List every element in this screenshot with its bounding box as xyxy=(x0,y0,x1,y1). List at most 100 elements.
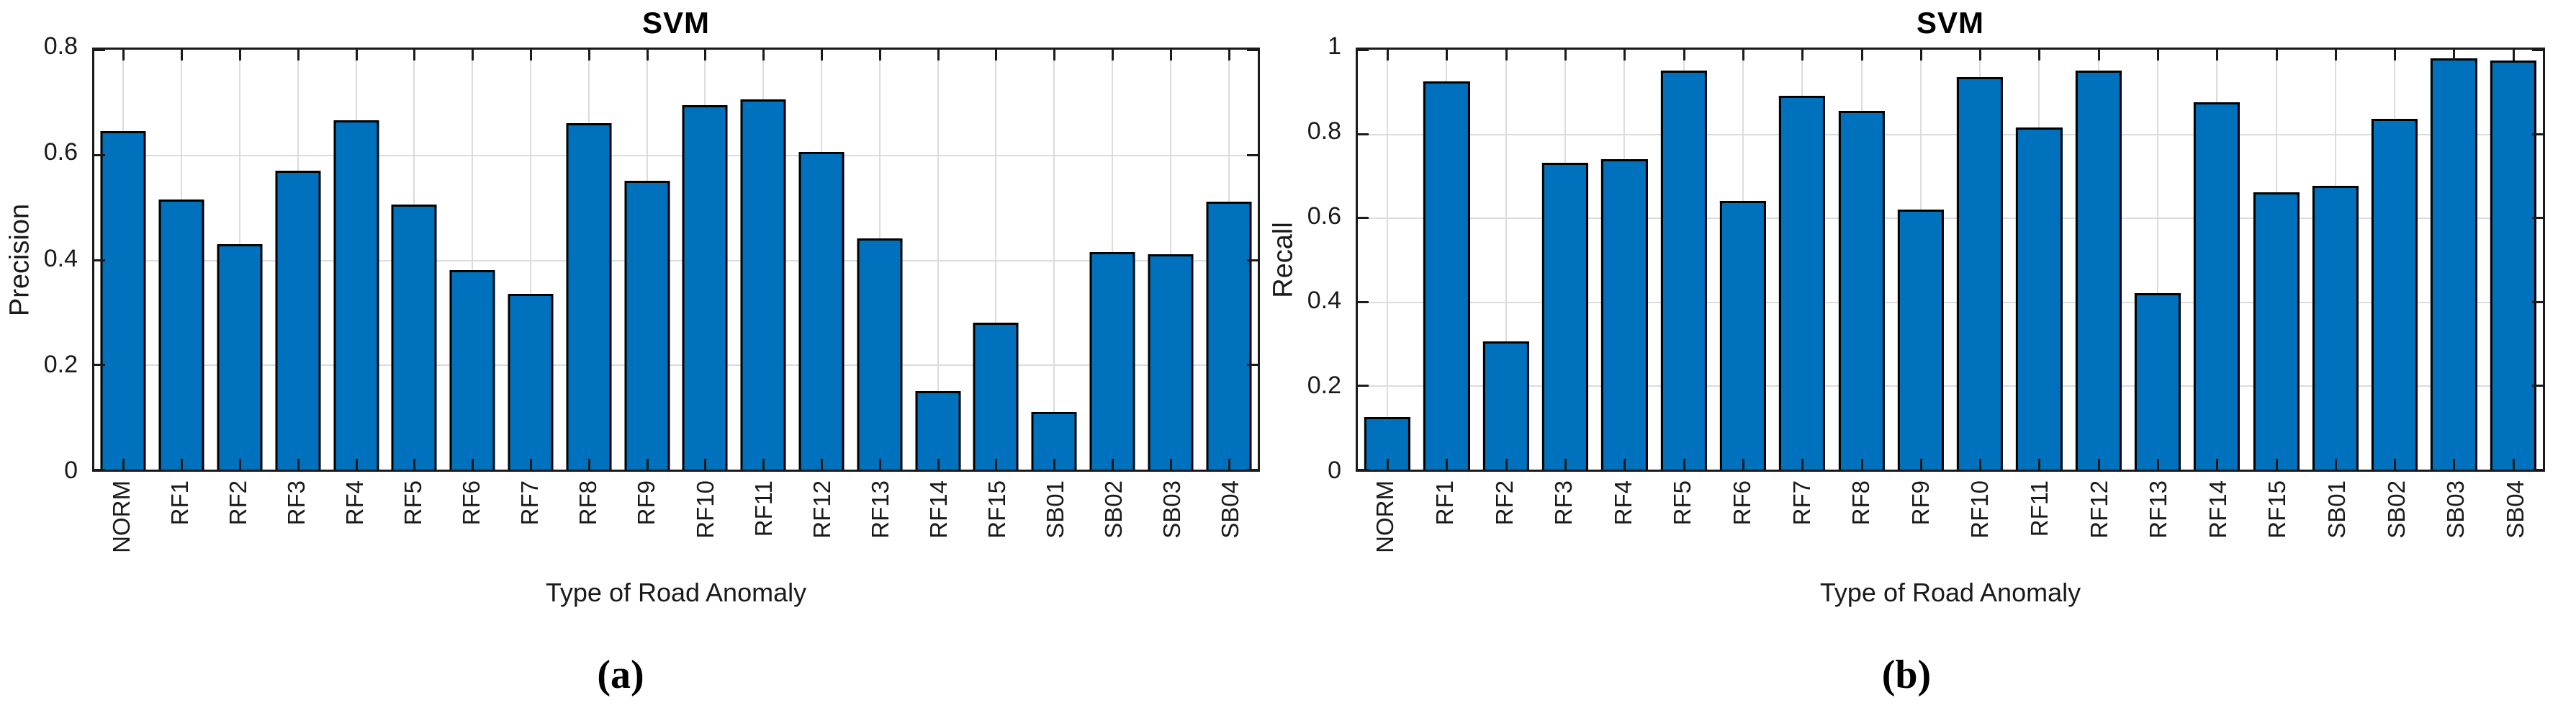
x-tick-label-sb03: SB03 xyxy=(2442,480,2469,539)
bar-slot xyxy=(1950,50,2009,470)
x-tick-mark xyxy=(2334,459,2337,470)
y-tick-mark xyxy=(94,153,105,156)
bar-slot xyxy=(1713,50,1773,470)
bar-rf13 xyxy=(2134,293,2181,470)
x-gridline xyxy=(937,50,939,470)
bar-slot xyxy=(850,50,909,470)
x-gridline xyxy=(529,50,531,470)
bar-sb02 xyxy=(2372,119,2418,470)
bar-rf8 xyxy=(1838,110,1885,470)
y-tick-mark xyxy=(2532,469,2543,471)
x-gridline xyxy=(1505,50,1507,470)
bar-slot xyxy=(1477,50,1536,470)
bar-slot xyxy=(385,50,443,470)
bar-sb03 xyxy=(1148,254,1194,470)
x-tick-mark xyxy=(1387,50,1390,60)
bar-rf15 xyxy=(973,322,1019,470)
x-tick-mark xyxy=(2157,50,2159,60)
bar-sb04 xyxy=(2490,60,2536,470)
x-tick-mark xyxy=(2334,50,2337,60)
x-tick-label-rf10: RF10 xyxy=(1966,480,1994,539)
x-tick-mark xyxy=(181,459,184,470)
bar-slot xyxy=(211,50,269,470)
y-tick-label: 0.8 xyxy=(1307,117,1341,145)
x-tick-mark xyxy=(355,459,358,470)
x-axis-label: Type of Road Anomaly xyxy=(545,578,807,607)
bar-slot xyxy=(2187,50,2246,470)
x-tick-mark xyxy=(762,50,765,60)
x-tick-mark xyxy=(2453,459,2456,470)
y-tick-mark xyxy=(1247,469,1258,471)
x-gridline xyxy=(2157,50,2158,470)
bar-slot xyxy=(1084,50,1142,470)
x-tick-mark xyxy=(587,50,590,60)
x-tick-mark xyxy=(181,50,184,60)
y-tick-mark xyxy=(94,49,105,51)
x-tick-mark xyxy=(878,50,881,60)
bar-slot xyxy=(443,50,502,470)
x-tick-mark xyxy=(1979,50,1982,60)
subfigure-caption-a: (a) xyxy=(597,653,644,697)
bar-slot xyxy=(1417,50,1476,470)
x-tick-label-sb02: SB02 xyxy=(2382,480,2410,539)
bar-slot xyxy=(559,50,618,470)
x-tick-mark xyxy=(1623,50,1626,60)
bar-slot xyxy=(793,50,851,470)
x-tick-mark xyxy=(2097,50,2100,60)
y-tick-mark xyxy=(94,364,105,367)
bar-sb01 xyxy=(1031,411,1077,470)
bar-slot xyxy=(1358,50,1417,470)
subfigure-caption-b: (b) xyxy=(1881,653,1932,697)
x-tick-label-norm: NORM xyxy=(1372,480,1399,553)
x-tick-label-rf9: RF9 xyxy=(1906,480,1934,526)
x-tick-mark xyxy=(1683,459,1685,470)
bar-rf1 xyxy=(158,199,204,470)
y-tick-label: 0 xyxy=(1328,456,1341,484)
bar-rf2 xyxy=(217,243,263,470)
x-tick-mark xyxy=(413,50,416,60)
x-tick-mark xyxy=(238,459,241,470)
x-tick-mark xyxy=(1742,459,1744,470)
y-tick-mark xyxy=(1247,259,1258,261)
y-tick-mark xyxy=(2532,49,2543,51)
x-tick-mark xyxy=(2275,50,2278,60)
bar-rf4 xyxy=(333,120,379,470)
x-tick-mark xyxy=(2512,459,2515,470)
x-tick-mark xyxy=(355,50,358,60)
bar-rf12 xyxy=(2075,71,2122,470)
y-tick-label: 0.4 xyxy=(43,244,78,272)
bar-slots xyxy=(1358,50,2543,470)
x-tick-mark xyxy=(2157,459,2159,470)
x-tick-mark xyxy=(238,50,241,60)
bar-slot xyxy=(2069,50,2128,470)
y-tick-label: 0 xyxy=(64,456,78,484)
bar-sb01 xyxy=(2312,186,2359,470)
y-tick-mark xyxy=(1247,153,1258,156)
x-tick-mark xyxy=(1387,459,1390,470)
bar-rf11 xyxy=(740,99,786,470)
bar-slot xyxy=(676,50,734,470)
bar-rf5 xyxy=(1660,71,1707,470)
x-tick-mark xyxy=(1228,50,1230,60)
x-tick-mark xyxy=(472,459,474,470)
bar-rf3 xyxy=(275,170,321,470)
chart-title: SVM xyxy=(641,6,710,40)
bar-rf10 xyxy=(682,104,728,470)
y-tick-mark xyxy=(2532,217,2543,220)
bar-rf2 xyxy=(1482,341,1529,470)
bar-slot xyxy=(2365,50,2424,470)
x-tick-mark xyxy=(1111,50,1114,60)
x-tick-mark xyxy=(1228,459,1230,470)
y-gridline xyxy=(1358,218,2543,220)
x-tick-mark xyxy=(472,50,474,60)
x-tick-mark xyxy=(646,50,649,60)
bar-slot xyxy=(1773,50,1832,470)
x-tick-mark xyxy=(704,50,707,60)
x-tick-label-sb04: SB04 xyxy=(2501,480,2528,539)
bar-slot xyxy=(1654,50,1713,470)
plot-area xyxy=(1356,48,2545,472)
bar-sb03 xyxy=(2431,58,2477,470)
y-tick-mark xyxy=(1358,469,1369,471)
